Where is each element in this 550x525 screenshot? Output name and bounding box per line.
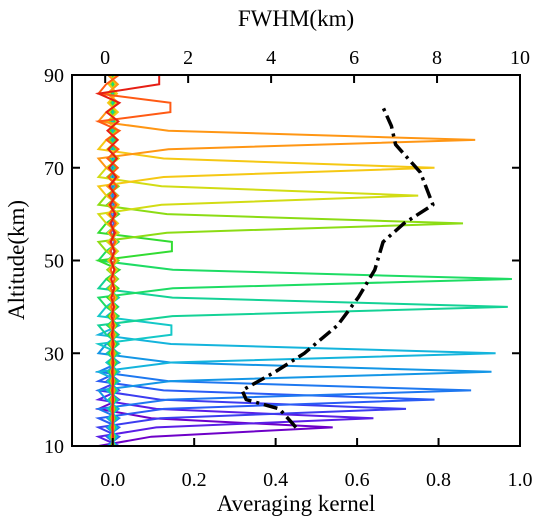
- y-axis-title: Altitude(km): [4, 200, 29, 320]
- y-tick-label: 50: [44, 251, 64, 273]
- y-tick-label: 90: [44, 65, 64, 87]
- y-tick-label: 10: [44, 436, 64, 458]
- kernel-curve: [95, 75, 333, 446]
- kernel-curve: [96, 75, 435, 446]
- kernel-curve: [96, 75, 476, 446]
- x2-tick-label: 8: [432, 47, 442, 69]
- kernel-curve: [94, 75, 161, 446]
- y-tick-label: 30: [44, 343, 64, 365]
- x-axis-title: Averaging kernel: [217, 491, 376, 516]
- x2-tick-label: 4: [266, 47, 276, 69]
- kernel-curve: [94, 75, 407, 446]
- x-tick-label: 0.2: [182, 469, 207, 491]
- kernel-curve: [95, 75, 374, 446]
- x-tick-label: 0.0: [100, 469, 125, 491]
- x2-tick-label: 0: [100, 47, 110, 69]
- x2-axis-title: FWHM(km): [238, 6, 354, 31]
- x2-tick-label: 10: [510, 47, 530, 69]
- x2-tick-label: 6: [349, 47, 359, 69]
- x-tick-label: 0.8: [426, 469, 451, 491]
- axis-ticks: [72, 74, 521, 447]
- kernel-curve: [96, 75, 419, 446]
- y-tick-label: 70: [44, 158, 64, 180]
- kernel-curves: [94, 75, 512, 446]
- kernel-curve: [96, 75, 464, 446]
- kernel-curve: [94, 75, 472, 446]
- x-tick-label: 1.0: [508, 469, 533, 491]
- kernel-curve: [94, 75, 435, 446]
- x-tick-label: 0.6: [345, 469, 370, 491]
- x-tick-label: 0.4: [263, 469, 288, 491]
- x2-tick-label: 2: [183, 47, 193, 69]
- fwhm-curve: [240, 106, 435, 429]
- tick-labels: 0.0 0.2 0.4 0.6 0.8 1.0 0 2 4 6 8 10 10 30 50 70 90: [44, 47, 533, 491]
- fwhm-curve-group: [240, 106, 435, 429]
